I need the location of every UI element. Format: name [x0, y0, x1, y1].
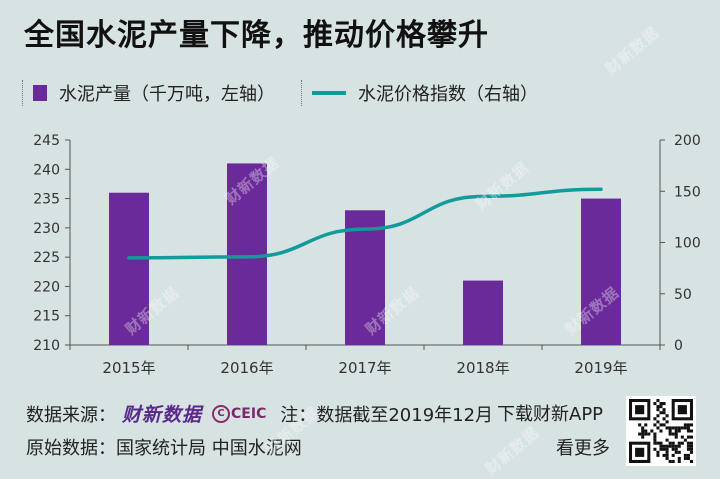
legend: 水泥产量（千万吨，左轴） 水泥价格指数（右轴）: [22, 80, 564, 106]
bar: [227, 163, 267, 345]
y-left-tick-label: 230: [33, 221, 60, 237]
y-left-tick-label: 210: [33, 338, 60, 354]
legend-divider: [22, 80, 23, 106]
y-left-tick-label: 245: [33, 133, 60, 149]
legend-item-line: 水泥价格指数（右轴）: [312, 80, 538, 106]
bar: [463, 280, 503, 345]
x-tick-label: 2016年: [220, 359, 273, 377]
y-left-tick-label: 240: [33, 162, 60, 178]
legend-line-swatch: [312, 91, 346, 95]
x-tick-label: 2015年: [102, 359, 155, 377]
source-label: 数据来源：: [26, 404, 116, 426]
y-left-tick-label: 220: [33, 279, 60, 295]
y-right-tick-label: 200: [674, 133, 701, 149]
y-right-tick-label: 100: [674, 236, 701, 252]
y-left-tick-label: 215: [33, 309, 60, 325]
qr-code-graphic: [629, 399, 693, 463]
data-note: 注：数据截至2019年12月: [280, 404, 494, 426]
x-tick-label: 2018年: [456, 359, 509, 377]
original-source: 原始数据：国家统计局 中国水泥网: [26, 438, 302, 459]
y-right-tick-label: 0: [674, 338, 683, 354]
legend-bar-label: 水泥产量（千万吨，左轴）: [59, 84, 275, 105]
ceic-logo-text: CEIC: [231, 405, 267, 422]
chart-title: 全国水泥产量下降，推动价格攀升: [24, 18, 489, 53]
x-tick-label: 2017年: [338, 359, 391, 377]
y-right-tick-label: 50: [674, 287, 692, 303]
footer: 数据来源： 财新数据 C CEIC 注：数据截至2019年12月 下载财新APP…: [0, 390, 720, 479]
source-row: 数据来源： 财新数据 C CEIC 注：数据截至2019年12月: [26, 400, 493, 427]
original-source-row: 原始数据：国家统计局 中国水泥网: [26, 434, 302, 460]
y-right-tick-label: 150: [674, 184, 701, 200]
bar: [345, 210, 385, 345]
y-left-tick-label: 235: [33, 192, 60, 208]
legend-item-bar: 水泥产量（千万吨，左轴）: [33, 80, 275, 106]
ceic-logo: C CEIC: [212, 404, 267, 423]
ceic-logo-mark: C: [212, 404, 231, 423]
legend-divider: [301, 80, 302, 106]
x-tick-label: 2019年: [574, 359, 627, 377]
caixin-logo: 财新数据: [122, 404, 203, 426]
download-app-link[interactable]: 下载财新APP: [497, 404, 604, 425]
qr-code-icon[interactable]: [626, 396, 696, 466]
chart-area: 210 215 220 225 230 235 240 245 0 50 100 150 200 2015…: [33, 133, 701, 377]
legend-bar-swatch: [33, 85, 47, 101]
bar: [109, 192, 149, 345]
y-left-tick-label: 225: [33, 250, 60, 266]
bar: [581, 198, 621, 345]
see-more-link[interactable]: 看更多: [556, 438, 610, 459]
legend-line-label: 水泥价格指数（右轴）: [358, 84, 538, 105]
